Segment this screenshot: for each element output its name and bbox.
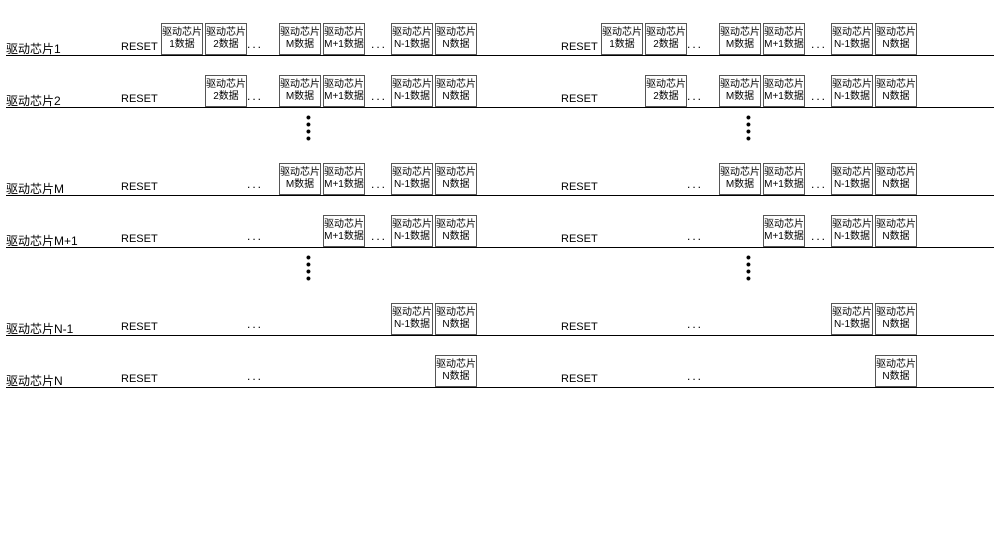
lane-row: 驱动芯片1RESET驱动芯片1数据驱动芯片2数据...驱动芯片M数据驱动芯片M+…	[6, 10, 994, 56]
chip-data-box: 驱动芯片M数据	[279, 23, 321, 55]
hdots-gap: ...	[247, 177, 263, 191]
lane-label: 驱动芯片2	[6, 92, 61, 109]
reset-label: RESET	[561, 181, 598, 193]
reset-label: RESET	[121, 41, 158, 53]
chip-data-box: 驱动芯片N-1数据	[391, 23, 433, 55]
reset-label: RESET	[561, 41, 598, 53]
hdots: ...	[371, 177, 387, 191]
reset-label: RESET	[121, 93, 158, 105]
lane-label: 驱动芯片M	[6, 180, 64, 197]
chip-data-box: 驱动芯片N数据	[875, 215, 917, 247]
lane-row: 驱动芯片M+1RESET...驱动芯片M+1数据...驱动芯片N-1数据驱动芯片…	[6, 202, 994, 248]
vdots: ••••	[746, 254, 751, 282]
chip-data-box: 驱动芯片M+1数据	[763, 75, 805, 107]
chip-data-box: 驱动芯片N数据	[435, 303, 477, 335]
chip-data-box: 驱动芯片N-1数据	[831, 23, 873, 55]
lane-row: 驱动芯片N-1RESET...驱动芯片N-1数据驱动芯片N数据RESET...驱…	[6, 290, 994, 336]
chip-data-box: 驱动芯片N-1数据	[831, 163, 873, 195]
lane-baseline: 驱动芯片1RESET驱动芯片1数据驱动芯片2数据...驱动芯片M数据驱动芯片M+…	[6, 10, 994, 56]
chip-data-box: 驱动芯片N数据	[875, 355, 917, 387]
chip-data-box: 驱动芯片N数据	[875, 303, 917, 335]
chip-data-box: 驱动芯片N数据	[435, 75, 477, 107]
lane-baseline: 驱动芯片M+1RESET...驱动芯片M+1数据...驱动芯片N-1数据驱动芯片…	[6, 202, 994, 248]
chip-data-box: 驱动芯片M数据	[279, 75, 321, 107]
chip-data-box: 驱动芯片N数据	[435, 355, 477, 387]
chip-data-box: 驱动芯片N数据	[875, 163, 917, 195]
chip-data-box: 驱动芯片N数据	[435, 163, 477, 195]
hdots-gap: ...	[247, 229, 263, 243]
lane-row: 驱动芯片2RESET驱动芯片2数据...驱动芯片M数据驱动芯片M+1数据...驱…	[6, 62, 994, 108]
vdots: ••••	[306, 254, 311, 282]
lane-baseline: 驱动芯片MRESET...驱动芯片M数据驱动芯片M+1数据...驱动芯片N-1数…	[6, 150, 994, 196]
reset-label: RESET	[561, 373, 598, 385]
chip-data-box: 驱动芯片M数据	[279, 163, 321, 195]
hdots-gap: ...	[687, 369, 703, 383]
reset-label: RESET	[561, 93, 598, 105]
lane-baseline: 驱动芯片2RESET驱动芯片2数据...驱动芯片M数据驱动芯片M+1数据...驱…	[6, 62, 994, 108]
chip-data-box: 驱动芯片M+1数据	[763, 163, 805, 195]
lane-baseline: 驱动芯片N-1RESET...驱动芯片N-1数据驱动芯片N数据RESET...驱…	[6, 290, 994, 336]
chip-data-box: 驱动芯片N-1数据	[831, 303, 873, 335]
reset-label: RESET	[121, 373, 158, 385]
chip-data-box: 驱动芯片N-1数据	[831, 75, 873, 107]
lane-label: 驱动芯片N-1	[6, 320, 73, 337]
reset-label: RESET	[561, 321, 598, 333]
chip-data-box: 驱动芯片N-1数据	[391, 163, 433, 195]
chip-data-box: 驱动芯片M+1数据	[323, 215, 365, 247]
chip-data-box: 驱动芯片2数据	[645, 23, 687, 55]
hdots-gap: ...	[687, 177, 703, 191]
hdots: ...	[811, 229, 827, 243]
chip-data-box: 驱动芯片2数据	[205, 23, 247, 55]
hdots: ...	[371, 37, 387, 51]
lane-row: 驱动芯片N RESET... 驱动芯片N数据 RESET... 驱动芯片N数据	[6, 342, 994, 388]
chip-data-box: 驱动芯片N数据	[435, 23, 477, 55]
chip-data-box: 驱动芯片2数据	[645, 75, 687, 107]
chip-data-box: 驱动芯片1数据	[601, 23, 643, 55]
vdots-section: •••• ••••	[6, 254, 994, 290]
chip-data-box: 驱动芯片M+1数据	[763, 215, 805, 247]
chip-data-box: 驱动芯片M+1数据	[323, 75, 365, 107]
hdots-gap: ...	[687, 37, 703, 51]
chip-data-box: 驱动芯片M数据	[719, 163, 761, 195]
hdots-gap: ...	[687, 317, 703, 331]
hdots-gap: ...	[247, 37, 263, 51]
hdots: ...	[811, 177, 827, 191]
chip-data-box: 驱动芯片N-1数据	[391, 303, 433, 335]
chip-data-box: 驱动芯片N数据	[875, 75, 917, 107]
hdots: ...	[811, 37, 827, 51]
hdots: ...	[371, 89, 387, 103]
chip-data-box: 驱动芯片M数据	[719, 75, 761, 107]
reset-label: RESET	[561, 233, 598, 245]
vdots-section: •••• ••••	[6, 114, 994, 150]
reset-label: RESET	[121, 321, 158, 333]
chip-data-box: 驱动芯片N-1数据	[391, 75, 433, 107]
chip-data-box: 驱动芯片1数据	[161, 23, 203, 55]
chip-data-box: 驱动芯片N-1数据	[831, 215, 873, 247]
chip-data-box: 驱动芯片2数据	[205, 75, 247, 107]
chip-data-box: 驱动芯片M数据	[719, 23, 761, 55]
chip-data-box: 驱动芯片N-1数据	[391, 215, 433, 247]
timing-diagram: 驱动芯片1RESET驱动芯片1数据驱动芯片2数据...驱动芯片M数据驱动芯片M+…	[6, 10, 994, 388]
hdots-gap: ...	[247, 317, 263, 331]
hdots-gap: ...	[247, 369, 263, 383]
vdots: ••••	[746, 114, 751, 142]
lane-label: 驱动芯片1	[6, 40, 61, 57]
chip-data-box: 驱动芯片M+1数据	[323, 23, 365, 55]
lane-row: 驱动芯片MRESET...驱动芯片M数据驱动芯片M+1数据...驱动芯片N-1数…	[6, 150, 994, 196]
reset-label: RESET	[121, 181, 158, 193]
lane-label: 驱动芯片M+1	[6, 232, 78, 249]
chip-data-box: 驱动芯片M+1数据	[763, 23, 805, 55]
hdots-gap: ...	[687, 229, 703, 243]
lane-label: 驱动芯片N	[6, 372, 63, 389]
chip-data-box: 驱动芯片N数据	[875, 23, 917, 55]
chip-data-box: 驱动芯片N数据	[435, 215, 477, 247]
hdots: ...	[811, 89, 827, 103]
hdots-gap: ...	[247, 89, 263, 103]
chip-data-box: 驱动芯片M+1数据	[323, 163, 365, 195]
lane-baseline: 驱动芯片N RESET... 驱动芯片N数据 RESET... 驱动芯片N数据	[6, 342, 994, 388]
vdots: ••••	[306, 114, 311, 142]
hdots: ...	[371, 229, 387, 243]
hdots-gap: ...	[687, 89, 703, 103]
reset-label: RESET	[121, 233, 158, 245]
